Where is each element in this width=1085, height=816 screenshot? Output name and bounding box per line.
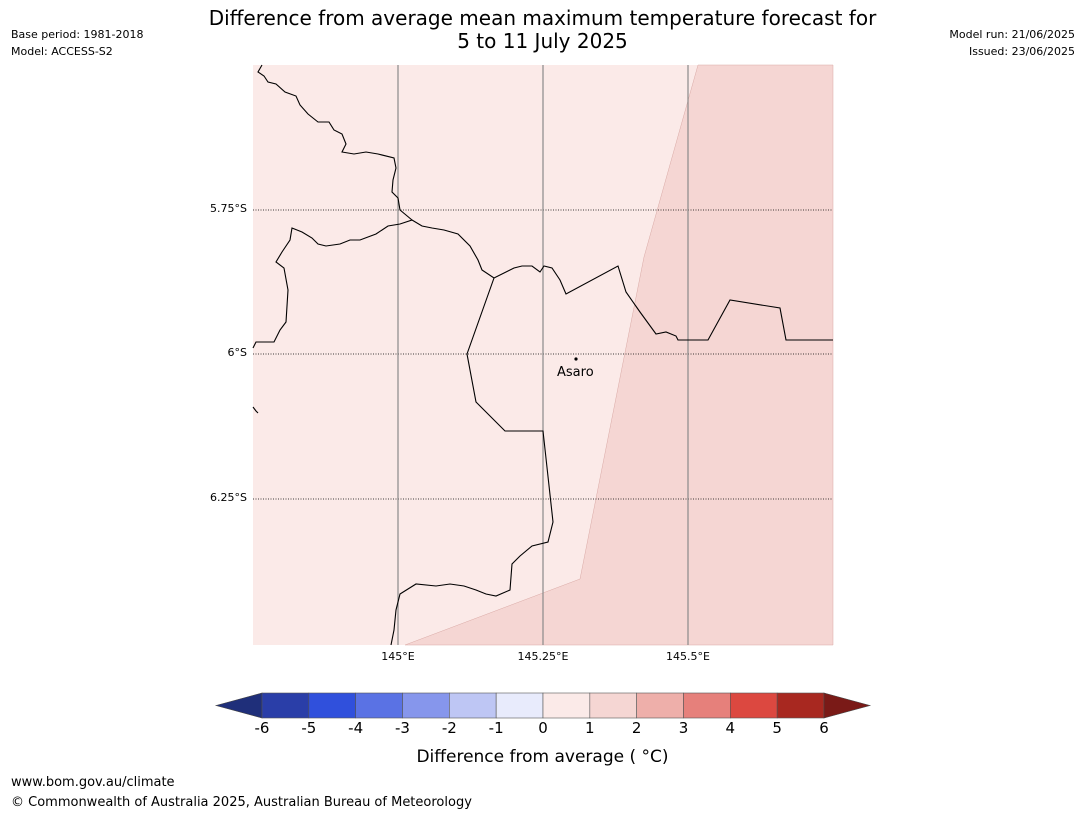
lat-label-1: 5.75°S (210, 202, 247, 215)
colorbar-tick-label: -3 (395, 719, 410, 737)
model-name: Model: ACCESS-S2 (11, 45, 113, 58)
base-period: Base period: 1981-2018 (11, 28, 144, 41)
colorbar-bin (776, 692, 825, 719)
colorbar-tick-label: -6 (254, 719, 270, 737)
model-run: Model run: 21/06/2025 (949, 28, 1075, 41)
lon-label-3: 145.5°E (666, 650, 710, 663)
boundary-central (411, 219, 833, 341)
colorbar-bin (402, 692, 450, 719)
meta-right: Model run: 21/06/2025 Issued: 23/06/2025 (949, 26, 1075, 60)
colorbar-bin (542, 692, 591, 719)
colorbar-bin (495, 692, 544, 719)
lon-label-1: 145°E (381, 650, 415, 663)
place-label: Asaro (557, 365, 594, 380)
map-title: Difference from average mean maximum tem… (0, 7, 1085, 53)
title-line-2: 5 to 11 July 2025 (457, 29, 628, 53)
colorbar-tick-label: 6 (819, 719, 829, 737)
colorbar-tick-label: 5 (772, 719, 782, 737)
issued-date: Issued: 23/06/2025 (968, 45, 1075, 58)
colorbar-bin (308, 692, 356, 719)
map-panel (252, 64, 834, 646)
colorbar-bins (261, 692, 825, 719)
place-marker (574, 357, 578, 361)
colorbar-bin (589, 692, 637, 719)
lat-label-2: 6°S (227, 346, 247, 359)
boundary-west (252, 64, 414, 349)
colorbar-bin (636, 692, 684, 719)
footer-copyright: © Commonwealth of Australia 2025, Austra… (11, 795, 472, 810)
colorbar-tick-label: -5 (301, 719, 317, 737)
colorbar-extend-high (823, 692, 872, 719)
colorbar-bin (730, 692, 778, 719)
title-line-1: Difference from average mean maximum tem… (208, 6, 877, 30)
colorbar-bin (683, 692, 731, 719)
colorbar-label: Difference from average ( °C) (416, 747, 669, 767)
colorbar-tick-label: -4 (348, 719, 364, 737)
colorbar-tick-label: 0 (538, 719, 548, 737)
colorbar-bin (355, 692, 403, 719)
colorbar-extend-low (214, 692, 263, 719)
colorbar-tick-label: 3 (678, 719, 689, 737)
colorbar-tick-label: -2 (441, 719, 457, 737)
boundary-fragment (252, 406, 259, 414)
colorbar (214, 692, 872, 719)
colorbar-tick-label: 1 (585, 719, 595, 737)
colorbar-tick-label: 2 (631, 719, 642, 737)
colorbar-tick-label: 4 (725, 719, 736, 737)
colorbar-bin (261, 692, 310, 719)
lon-label-2: 145.25°E (517, 650, 569, 663)
boundary-south (390, 277, 554, 646)
colorbar-tick-label: -1 (488, 719, 504, 737)
meta-left: Base period: 1981-2018 Model: ACCESS-S2 (11, 26, 143, 60)
colorbar-bin (449, 692, 497, 719)
footer-url: www.bom.gov.au/climate (11, 775, 175, 790)
lat-label-3: 6.25°S (210, 491, 247, 504)
